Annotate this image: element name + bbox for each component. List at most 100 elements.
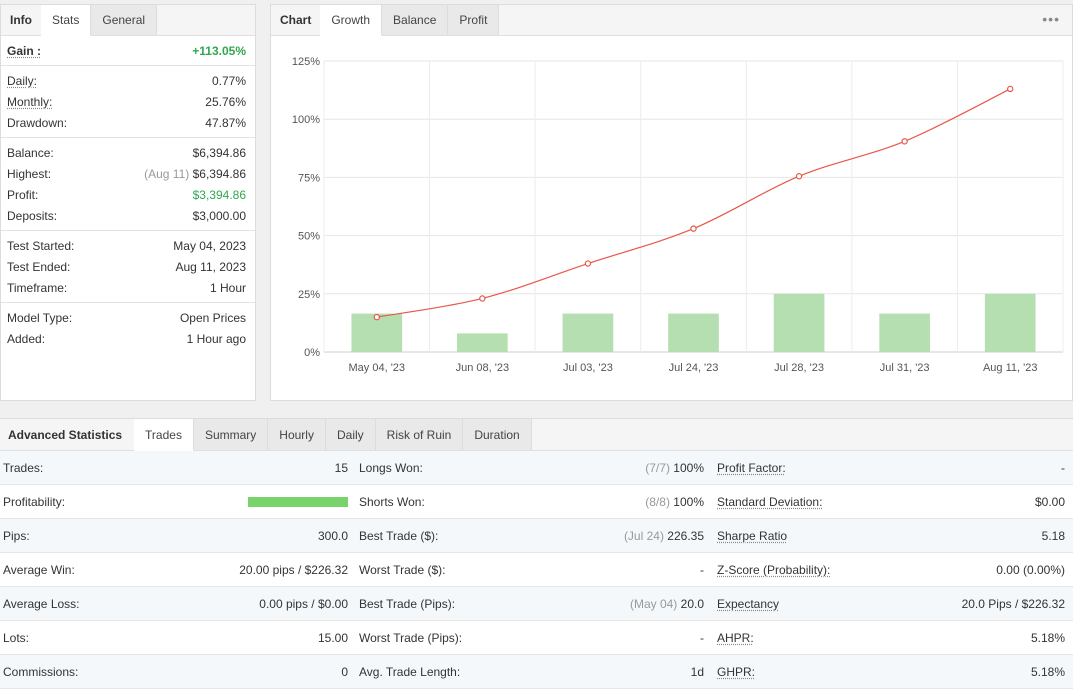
test-started-label: Test Started: xyxy=(7,238,75,253)
x-tick-label: Jun 08, '23 xyxy=(456,362,509,374)
average-loss-label: Average Loss: xyxy=(3,596,80,611)
y-tick-label: 0% xyxy=(304,347,320,359)
pips-label: Pips: xyxy=(3,528,30,543)
trades-label: Trades: xyxy=(3,460,44,475)
test-started-row: Test Started: May 04, 2023 xyxy=(1,235,255,256)
best-trade-usd-value: 226.35 xyxy=(667,528,704,543)
profit-value: $3,394.86 xyxy=(192,187,246,202)
deposits-row: Deposits: $3,000.00 xyxy=(1,205,255,226)
growth-point xyxy=(1007,85,1014,93)
monthly-label[interactable]: Monthly: xyxy=(7,94,53,109)
tab-general[interactable]: General xyxy=(91,5,158,35)
expectancy-label[interactable]: Expectancy xyxy=(717,596,780,611)
pips-row: Pips: 300.0 xyxy=(0,519,356,553)
z-score-label[interactable]: Z-Score (Probability): xyxy=(717,562,831,577)
growth-bar xyxy=(457,333,508,352)
standard-deviation-row: Standard Deviation: $0.00 xyxy=(712,485,1073,519)
shorts-won-row: Shorts Won: (8/8) 100% xyxy=(356,485,712,519)
growth-chart: 0% 25% 50% 75% 100% 125% May 04, '23 Jun 08, '2… xyxy=(292,56,1064,374)
shorts-won-label: Shorts Won: xyxy=(359,494,425,509)
longs-won-row: Longs Won: (7/7) 100% xyxy=(356,451,712,485)
more-options-icon[interactable]: ••• xyxy=(1042,11,1060,27)
best-trade-pips-value: 20.0 xyxy=(680,596,704,611)
ahpr-value: 5.18% xyxy=(1030,630,1065,645)
deposits-label: Deposits: xyxy=(7,208,58,223)
tab-growth[interactable]: Growth xyxy=(320,5,383,36)
average-loss-value: 0.00 pips / $0.00 xyxy=(259,596,348,611)
sharpe-ratio-label[interactable]: Sharpe Ratio xyxy=(717,528,788,543)
tab-risk-of-ruin[interactable]: Risk of Ruin xyxy=(375,419,464,450)
growth-bar xyxy=(984,293,1036,352)
gain-group: Gain : +113.05% xyxy=(1,36,255,66)
model-type-value: Open Prices xyxy=(179,310,246,325)
worst-trade-pips-row: Worst Trade (Pips): - xyxy=(356,621,712,655)
growth-point xyxy=(795,173,803,180)
sharpe-ratio-value: 5.18 xyxy=(1041,528,1065,543)
x-tick-label: May 04, '23 xyxy=(349,362,406,374)
commissions-label: Commissions: xyxy=(3,664,79,679)
timeframe-row: Timeframe: 1 Hour xyxy=(1,277,255,298)
monthly-value: 25.76% xyxy=(205,94,246,109)
growth-point xyxy=(584,260,592,267)
longs-won-label: Longs Won: xyxy=(359,460,423,475)
test-ended-value: Aug 11, 2023 xyxy=(175,259,246,274)
tab-daily[interactable]: Daily xyxy=(325,419,376,450)
y-tick-label: 100% xyxy=(292,114,320,126)
x-tick-label: Jul 03, '23 xyxy=(563,362,613,374)
tab-duration[interactable]: Duration xyxy=(463,419,532,450)
average-win-value: 20.00 pips / $226.32 xyxy=(239,562,348,577)
stats-grid: Trades: 15 Profitability: Pips: 300.0 Aver… xyxy=(0,451,1073,689)
money-group: Balance: $6,394.86 Highest: (Aug 11) $6,… xyxy=(1,138,255,231)
lots-row: Lots: 15.00 xyxy=(0,621,356,655)
best-trade-pips-label: Best Trade (Pips): xyxy=(359,596,456,611)
pips-value: 300.0 xyxy=(317,528,348,543)
growth-line xyxy=(376,88,1011,318)
ghpr-label[interactable]: GHPR: xyxy=(717,664,756,679)
model-group: Model Type: Open Prices Added: 1 Hour ag… xyxy=(1,303,255,353)
tab-profit[interactable]: Profit xyxy=(448,5,500,35)
tab-hourly[interactable]: Hourly xyxy=(268,419,326,450)
lots-label: Lots: xyxy=(3,630,30,645)
expectancy-value: 20.0 Pips / $226.32 xyxy=(961,596,1065,611)
test-group: Test Started: May 04, 2023 Test Ended: A… xyxy=(1,231,255,303)
gain-value: +113.05% xyxy=(192,43,246,58)
ghpr-row: GHPR: 5.18% xyxy=(712,655,1073,689)
worst-trade-pips-label: Worst Trade (Pips): xyxy=(359,630,463,645)
tab-balance[interactable]: Balance xyxy=(382,5,449,35)
daily-label[interactable]: Daily: xyxy=(7,73,38,88)
highest-label: Highest: xyxy=(7,166,52,181)
tab-summary[interactable]: Summary xyxy=(193,419,269,450)
standard-deviation-label[interactable]: Standard Deviation: xyxy=(717,494,823,509)
y-tick-label: 25% xyxy=(298,289,320,301)
deposits-value: $3,000.00 xyxy=(192,208,246,223)
added-row: Added: 1 Hour ago xyxy=(1,328,255,349)
stats-column-2: Longs Won: (7/7) 100% Shorts Won: (8/8) 10… xyxy=(356,451,712,689)
expectancy-row: Expectancy 20.0 Pips / $226.32 xyxy=(712,587,1073,621)
test-ended-row: Test Ended: Aug 11, 2023 xyxy=(1,256,255,277)
trades-row: Trades: 15 xyxy=(0,451,356,485)
stats-column-3: Profit Factor: - Standard Deviation: $0.00… xyxy=(712,451,1073,689)
best-trade-usd-note: (Jul 24) xyxy=(623,528,664,543)
avg-trade-length-value: 1d xyxy=(690,664,704,679)
ahpr-label[interactable]: AHPR: xyxy=(717,630,754,645)
commissions-value: 0 xyxy=(341,664,348,679)
average-win-row: Average Win: 20.00 pips / $226.32 xyxy=(0,553,356,587)
tab-trades[interactable]: Trades xyxy=(134,419,194,451)
balance-value: $6,394.86 xyxy=(192,145,246,160)
added-value: 1 Hour ago xyxy=(186,331,246,346)
best-trade-pips-row: Best Trade (Pips): (May 04) 20.0 xyxy=(356,587,712,621)
z-score-row: Z-Score (Probability): 0.00 (0.00%) xyxy=(712,553,1073,587)
growth-bar xyxy=(773,293,825,352)
worst-trade-usd-value: - xyxy=(700,562,704,577)
tab-chart: Chart xyxy=(280,13,312,27)
y-tick-label: 50% xyxy=(298,231,320,243)
tab-stats[interactable]: Stats xyxy=(41,5,92,36)
model-type-row: Model Type: Open Prices xyxy=(1,307,255,328)
gain-row: Gain : +113.05% xyxy=(1,40,255,61)
test-ended-label: Test Ended: xyxy=(7,259,71,274)
x-tick-label: Aug 11, '23 xyxy=(983,362,1038,374)
timeframe-label: Timeframe: xyxy=(7,280,68,295)
profit-factor-label[interactable]: Profit Factor: xyxy=(717,460,786,475)
gain-label[interactable]: Gain : xyxy=(7,43,42,58)
longs-won-note: (7/7) xyxy=(645,460,670,475)
